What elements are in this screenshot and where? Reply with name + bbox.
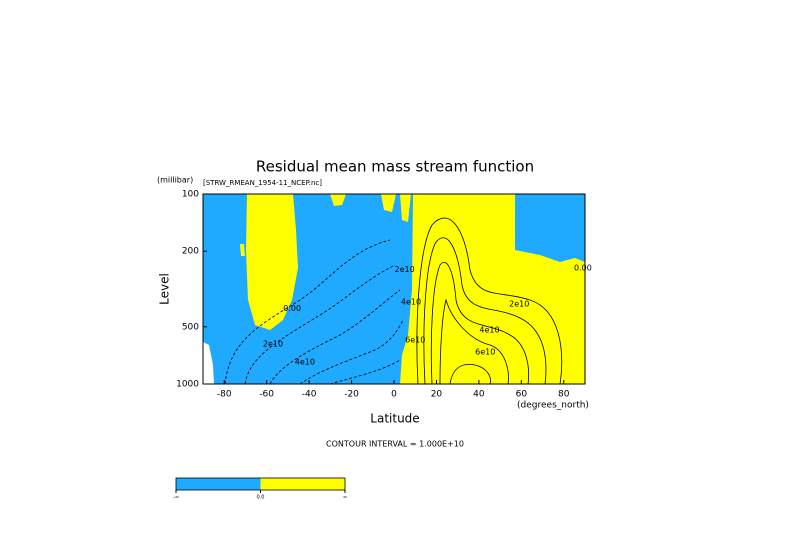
x-tick-label: 40: [473, 390, 485, 400]
contour-label: 4e10: [479, 326, 499, 335]
positive-region: [330, 194, 346, 206]
y-unit: (millibar): [157, 176, 193, 185]
subtitle: [STRW_RMEAN_1954-11_NCEP.nc]: [203, 179, 322, 187]
y-tick-label: 100: [182, 190, 199, 200]
contour-line: [244, 264, 396, 385]
contour-label: 0.00: [574, 263, 592, 272]
contour-line: [423, 237, 547, 385]
contour-note: CONTOUR INTERVAL = 1.000E+10: [326, 440, 464, 449]
x-tick-label: 60: [516, 390, 528, 400]
contour-line: [269, 289, 401, 385]
x-tick-label: -40: [302, 390, 317, 400]
colorbar-label: ∞: [343, 495, 347, 501]
y-tick-label: 500: [182, 322, 199, 332]
contour-label: 4e10: [401, 297, 421, 306]
contour-label: 2e10: [395, 265, 415, 274]
contour-label: 6e10: [475, 348, 495, 357]
x-tick-label: 20: [431, 390, 443, 400]
contour-label: 2e10: [509, 300, 529, 309]
contour-label: 4e10: [295, 357, 315, 366]
contour-line: [449, 363, 491, 385]
y-tick-label: 200: [182, 247, 199, 257]
contour-line: [416, 217, 563, 385]
x-tick-label: -60: [259, 390, 274, 400]
x-unit: (degrees_north): [517, 401, 589, 411]
contour-label: 2e10: [263, 339, 283, 348]
contour-line: [299, 319, 404, 385]
contour-line: [224, 239, 391, 385]
colorbar-label: 0.0: [257, 495, 265, 501]
colorbar-swatch: [176, 478, 261, 490]
contour-label: 0.00: [283, 304, 301, 313]
contour-label: 6e10: [405, 335, 425, 344]
y-tick-label: 1000: [176, 380, 199, 390]
contour-line: [430, 262, 529, 385]
contour-field: [203, 194, 585, 385]
positive-region: [400, 194, 411, 222]
positive-region: [246, 194, 298, 330]
positive-region: [240, 244, 245, 256]
chart-title: Residual mean mass stream function: [256, 158, 534, 176]
contour-line: [329, 359, 401, 385]
x-tick-label: -80: [217, 390, 232, 400]
y-axis-label: Level: [158, 273, 172, 305]
colorbar: -∞ 0.0 ∞: [173, 477, 347, 501]
colorbar-label: -∞: [173, 495, 179, 501]
x-tick-label: 80: [558, 390, 570, 400]
contour-line: [439, 298, 509, 385]
x-tick-label: -20: [344, 390, 359, 400]
x-tick-label: 0: [391, 390, 397, 400]
positive-region: [381, 194, 396, 212]
colorbar-swatch: [260, 478, 345, 490]
blank-region: [203, 342, 214, 384]
x-axis-label: Latitude: [370, 412, 419, 426]
